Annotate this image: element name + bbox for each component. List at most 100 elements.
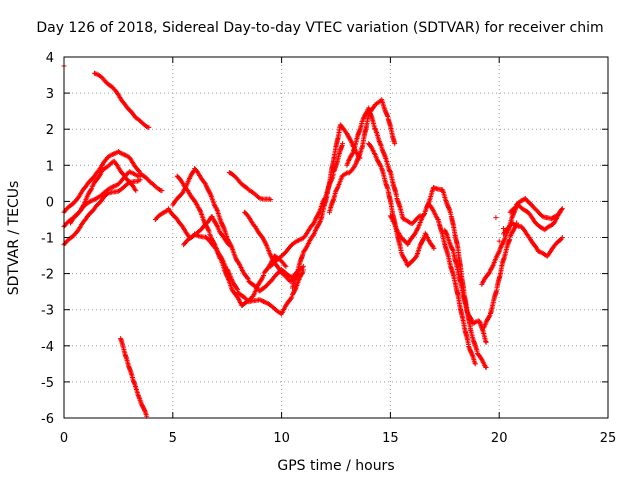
x-tick-label: 20 <box>491 431 508 446</box>
x-tick-label: 15 <box>382 431 399 446</box>
data-point <box>234 287 240 293</box>
data-point <box>141 406 147 412</box>
data-point <box>153 215 159 221</box>
data-point <box>132 186 138 192</box>
series-layer <box>61 63 565 419</box>
data-point <box>483 339 489 345</box>
data-point <box>449 246 455 252</box>
data-point <box>533 207 539 213</box>
data-point <box>508 208 514 214</box>
series-trace-24 <box>507 202 565 233</box>
y-tick-label: -5 <box>41 376 54 391</box>
y-tick-label: 0 <box>46 195 54 210</box>
data-point <box>205 225 211 231</box>
data-point <box>482 364 488 370</box>
data-point <box>559 206 565 212</box>
data-point <box>515 203 521 209</box>
series-trace-15 <box>326 97 397 215</box>
data-point <box>532 206 538 212</box>
data-point <box>340 141 346 147</box>
data-point <box>234 285 240 291</box>
data-point <box>269 254 275 260</box>
data-point <box>268 197 274 203</box>
data-point <box>206 189 212 195</box>
data-point <box>133 188 139 194</box>
data-point <box>207 190 213 196</box>
isolated-data-point <box>493 215 499 221</box>
y-tick-label: 1 <box>46 159 54 174</box>
data-point <box>227 242 233 248</box>
x-tick-label: 10 <box>273 431 290 446</box>
data-point <box>409 221 415 227</box>
data-point <box>349 151 355 157</box>
series-trace-20 <box>442 227 489 345</box>
series-trace-11 <box>226 170 272 202</box>
series-trace-16 <box>344 105 423 227</box>
data-point <box>137 173 143 179</box>
data-point <box>292 288 298 294</box>
data-point <box>285 276 291 282</box>
series-trace-23 <box>501 220 564 259</box>
y-tick-label: 2 <box>46 123 54 138</box>
data-point <box>77 209 83 215</box>
data-point <box>443 229 449 235</box>
data-point <box>536 210 542 216</box>
isolated-data-point <box>501 225 507 231</box>
data-point <box>312 217 318 223</box>
data-point <box>206 229 212 235</box>
data-point <box>283 263 289 269</box>
data-point <box>204 224 210 230</box>
data-point <box>435 216 441 222</box>
data-point <box>282 262 288 268</box>
x-tick-label: 0 <box>60 431 68 446</box>
x-axis-title: GPS time / hours <box>277 458 394 474</box>
data-point <box>228 243 234 249</box>
data-point <box>392 141 398 147</box>
data-point <box>232 173 238 179</box>
data-point <box>483 364 489 370</box>
data-point <box>282 273 288 279</box>
x-tick-label: 25 <box>600 431 617 446</box>
series-trace-5 <box>91 70 151 130</box>
data-point <box>486 313 492 319</box>
y-tick-label: -2 <box>41 268 54 283</box>
data-point <box>196 206 202 212</box>
data-point <box>420 237 426 243</box>
data-point <box>202 180 208 186</box>
series-trace-2 <box>61 178 142 248</box>
data-point <box>261 272 267 278</box>
data-point <box>88 187 94 193</box>
data-point <box>135 167 141 173</box>
chart-title: Day 126 of 2018, Sidereal Day-to-day VTE… <box>36 20 603 36</box>
data-point <box>421 211 427 217</box>
series-trace-10 <box>181 231 306 317</box>
y-tick-label: -3 <box>41 304 54 319</box>
x-tick-label: 5 <box>169 431 177 446</box>
data-point <box>179 191 185 197</box>
series-trace-19 <box>427 202 478 366</box>
data-point <box>146 124 152 130</box>
data-point <box>431 245 437 251</box>
y-axis-title: SDTVAR / TECUs <box>6 181 22 296</box>
series-trace-6 <box>118 336 149 418</box>
series-trace-21 <box>481 222 519 331</box>
data-point <box>559 235 565 240</box>
data-point <box>498 244 504 250</box>
tick-layer: 0 5 10 15 20 25 -6 -5 -4 -3 -2 -1 0 1 2 3 4 <box>41 51 616 446</box>
data-point <box>245 276 251 282</box>
data-point <box>300 267 306 273</box>
data-point <box>289 294 295 300</box>
data-point <box>299 270 305 276</box>
y-tick-label: 4 <box>46 51 54 66</box>
y-tick-label: -1 <box>41 232 54 247</box>
data-point <box>159 188 165 194</box>
data-point <box>472 361 478 367</box>
isolated-data-point <box>496 238 502 244</box>
series-trace-4 <box>68 158 138 226</box>
data-point <box>500 239 506 245</box>
data-point <box>245 275 251 281</box>
y-tick-label: -6 <box>41 412 54 427</box>
series-trace-14 <box>289 122 362 291</box>
y-tick-label: -4 <box>41 340 54 355</box>
